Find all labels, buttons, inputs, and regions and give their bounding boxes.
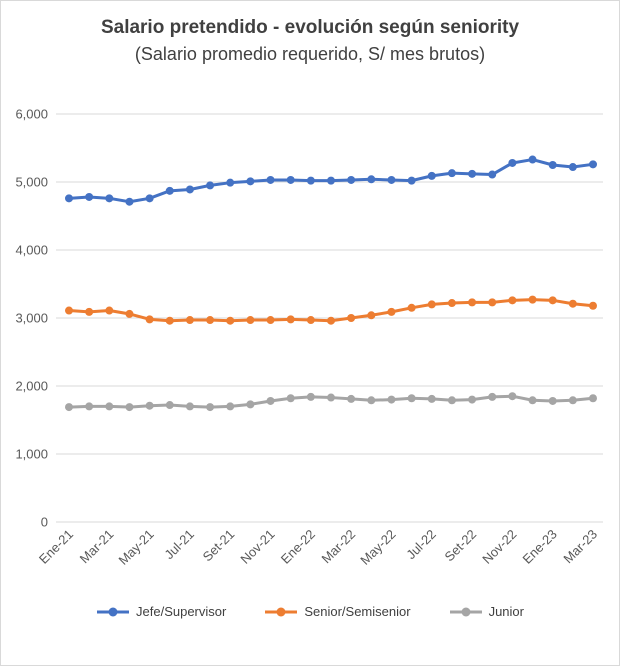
svg-text:Ene-22: Ene-22 [278,527,318,567]
series-line-icon [97,607,130,616]
legend-item: Jefe/Supervisor [96,604,226,619]
svg-text:May-22: May-22 [357,527,398,568]
legend-item: Junior [449,604,524,619]
svg-text:May-21: May-21 [115,527,156,568]
svg-text:5,000: 5,000 [15,175,48,190]
svg-text:6,000: 6,000 [15,107,48,122]
svg-text:3,000: 3,000 [15,311,48,326]
svg-text:Jul-22: Jul-22 [403,527,439,563]
svg-text:Set-22: Set-22 [442,527,480,565]
svg-text:Jul-21: Jul-21 [161,527,197,563]
legend-label: Jefe/Supervisor [136,604,227,619]
legend-label: Senior/Semisenior [304,604,411,619]
svg-text:0: 0 [41,515,48,530]
svg-text:Set-21: Set-21 [200,527,238,565]
legend-label: Junior [488,604,524,619]
series-line-icon [265,607,298,616]
legend-item: Senior/Semisenior [264,604,411,619]
chart-title: Salario pretendido - evolución según sen… [100,17,520,38]
chart-subtitle: (Salario promedio requerido, S/ mes brut… [134,44,486,64]
svg-text:Nov-21: Nov-21 [237,527,277,567]
svg-text:4,000: 4,000 [15,243,48,258]
svg-text:Mar-23: Mar-23 [560,527,600,567]
svg-text:Nov-22: Nov-22 [479,527,519,567]
series-line-icon [449,607,482,616]
svg-text:2,000: 2,000 [15,379,48,394]
svg-text:Ene-21: Ene-21 [36,527,76,567]
svg-text:Mar-22: Mar-22 [319,527,359,567]
chart-header: Salario pretendido - evolución según sen… [1,1,619,67]
svg-text:1,000: 1,000 [15,447,48,462]
svg-text:Mar-21: Mar-21 [77,527,117,567]
svg-text:Ene-23: Ene-23 [520,527,560,567]
chart-legend: Jefe/Supervisor Senior/Semisenior Junior [1,604,619,619]
